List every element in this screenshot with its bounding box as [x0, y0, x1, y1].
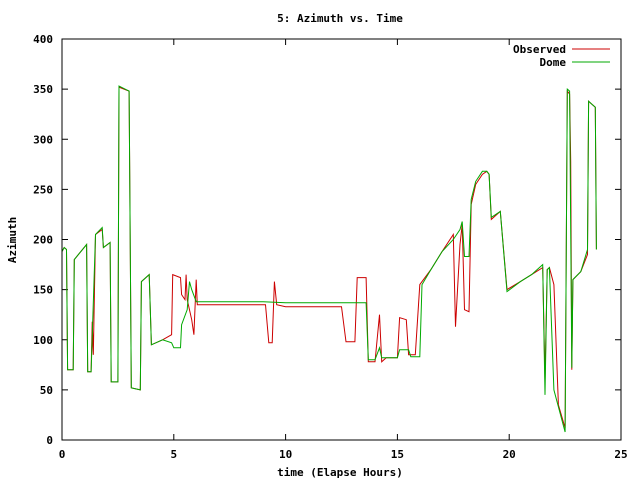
- series-lines: [61, 85, 597, 433]
- y-tick-label: 200: [33, 234, 53, 247]
- y-tick-label: 100: [33, 334, 53, 347]
- y-tick-label: 350: [33, 83, 53, 96]
- axis-ticks: 0 50 100 150 200 250 300 350 400 0 5 10 15 20 25: [33, 33, 628, 461]
- x-tick-label: 15: [391, 448, 404, 461]
- x-tick-label: 0: [59, 448, 66, 461]
- series-line-observed: [61, 86, 597, 429]
- y-tick-label: 400: [33, 33, 53, 46]
- y-tick-label: 150: [33, 284, 53, 297]
- x-axis-label: time (Elapse Hours): [277, 466, 403, 479]
- series-line-dome: [61, 85, 597, 433]
- y-tick-label: 0: [46, 434, 53, 447]
- y-tick-label: 250: [33, 183, 53, 196]
- x-tick-label: 20: [503, 448, 516, 461]
- x-tick-label: 10: [279, 448, 292, 461]
- x-tick-label: 25: [614, 448, 627, 461]
- x-tick-label: 5: [170, 448, 177, 461]
- y-axis-label: Azimuth: [6, 217, 19, 263]
- y-tick-label: 50: [40, 384, 53, 397]
- plot-area-frame: [61, 38, 622, 441]
- legend-label-dome: Dome: [540, 56, 567, 69]
- chart-title: 5: Azimuth vs. Time: [277, 12, 403, 25]
- y-tick-label: 300: [33, 133, 53, 146]
- legend-label-observed: Observed: [513, 43, 566, 56]
